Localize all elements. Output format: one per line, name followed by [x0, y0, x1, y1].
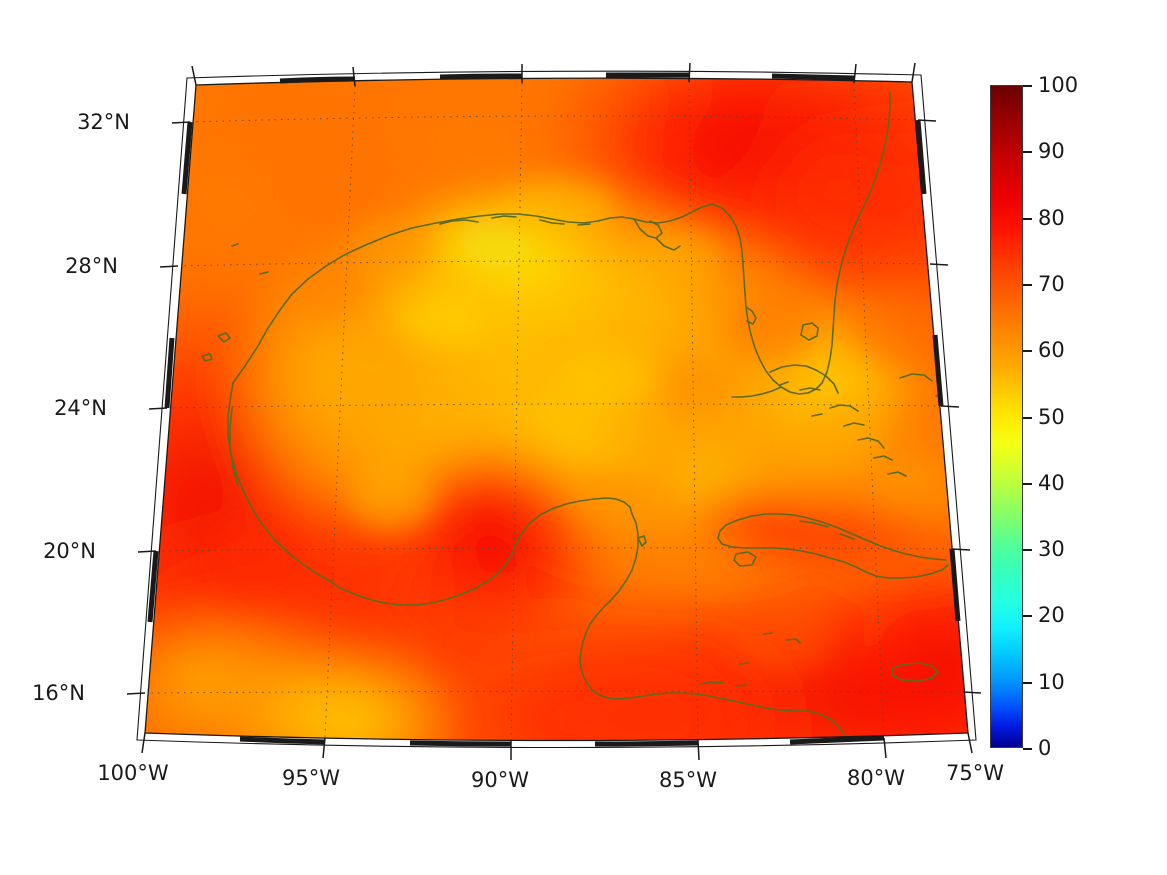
lon-tick-label-90W: 90°W: [471, 768, 529, 792]
colorbar-tick-50: [1023, 416, 1032, 419]
field-raster: [145, 78, 968, 741]
colorbar-label-100: 100: [1038, 73, 1079, 97]
colorbar-gradient: [990, 85, 1023, 748]
map-plot-area[interactable]: 32°N 28°N 24°N 20°N 16°N 100°W 95°W 90°W…: [32, 62, 1004, 792]
lat-tick-label-24N: 24°N: [54, 396, 107, 420]
colorbar-label-0: 0: [1038, 736, 1052, 760]
colorbar-tick-70: [1023, 283, 1032, 286]
colorbar-tick-0: [1023, 748, 1032, 750]
colorbar-tick-80: [1023, 217, 1032, 220]
lon-tick-label-100W: 100°W: [97, 761, 169, 785]
lat-tick-label-20N: 20°N: [43, 539, 96, 563]
colorbar-label-20: 20: [1038, 603, 1065, 628]
colorbar-label-30: 30: [1038, 537, 1065, 562]
lon-tick-label-95W: 95°W: [282, 766, 340, 790]
lon-tick-label-85W: 85°W: [659, 768, 717, 792]
map-svg: [126, 62, 982, 761]
lon-tick-label-80W: 80°W: [847, 766, 905, 790]
colorbar-tick-90: [1023, 151, 1032, 154]
colorbar-tick-60: [1023, 350, 1032, 353]
colorbar-tick-40: [1023, 482, 1032, 485]
colorbar-tick-20: [1023, 615, 1032, 618]
lon-tick-label-75W: 75°W: [946, 761, 1004, 785]
graticule: [145, 81, 964, 741]
colorbar-label-60: 60: [1038, 338, 1065, 363]
frame-ticks: [147, 72, 961, 747]
colorbar-label-40: 40: [1038, 470, 1065, 495]
axis-ticks: [126, 62, 982, 761]
lat-tick-label-28N: 28°N: [65, 254, 118, 278]
colorbar-label-80: 80: [1038, 205, 1065, 230]
colorbar-tick-100: [1023, 85, 1032, 87]
colorbar-label-50: 50: [1038, 404, 1065, 429]
colorbar-tick-10: [1023, 681, 1032, 684]
colorbar-label-70: 70: [1038, 271, 1065, 296]
colorbar-label-10: 10: [1038, 669, 1065, 694]
colorbar[interactable]: 100 90 80 70 60 50 40 30 20 10 0: [990, 73, 1078, 760]
colorbar-tick-30: [1023, 549, 1032, 552]
lat-tick-label-16N: 16°N: [32, 681, 85, 705]
lat-tick-label-32N: 32°N: [77, 110, 130, 134]
colorbar-label-90: 90: [1038, 139, 1065, 164]
